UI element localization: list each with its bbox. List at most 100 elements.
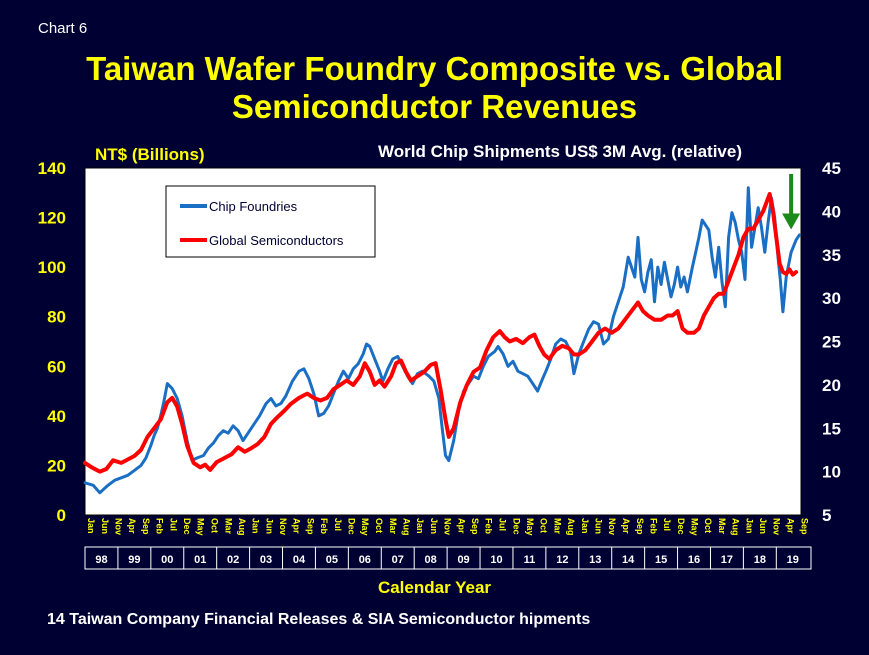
month-tick-label: Apr <box>456 518 466 534</box>
y-right-tick-label: 30 <box>822 289 841 308</box>
month-tick-label: Dec <box>182 518 192 535</box>
down-arrow-icon <box>782 213 801 230</box>
month-tick-label: Nov <box>772 518 782 535</box>
month-tick-label: Apr <box>292 518 302 534</box>
month-tick-label: Feb <box>484 518 494 535</box>
source-note: 14 Taiwan Company Financial Releases & S… <box>47 611 591 628</box>
month-tick-label: Oct <box>539 518 549 533</box>
legend-box <box>165 185 376 258</box>
month-tick-label: May <box>689 518 699 536</box>
year-tick-label: 12 <box>556 554 568 566</box>
month-tick-label: Jul <box>333 518 343 531</box>
year-tick-label: 10 <box>490 554 502 566</box>
month-tick-label: Jan <box>744 518 754 534</box>
year-tick-label: 05 <box>326 554 338 566</box>
year-tick-label: 02 <box>227 554 239 566</box>
year-tick-label: 08 <box>425 554 437 566</box>
month-strip <box>85 517 811 545</box>
year-tick-label: 19 <box>787 554 799 566</box>
chart-title: Taiwan Wafer Foundry Composite vs. Globa… <box>0 50 869 126</box>
series-line-chip-foundries <box>83 186 801 495</box>
y-left-tick-label: 0 <box>57 506 66 525</box>
y-right-tick-label: 25 <box>822 333 841 352</box>
month-tick-label: Feb <box>648 518 658 535</box>
month-tick-label: Nov <box>607 518 617 535</box>
y-left-tick-label: 20 <box>47 456 66 475</box>
y-right-tick-label: 35 <box>822 246 841 265</box>
month-tick-label: Apr <box>786 518 796 534</box>
month-tick-label: Dec <box>511 518 521 535</box>
y-left-tick-label: 120 <box>38 209 66 228</box>
month-tick-label: Oct <box>209 518 219 533</box>
month-tick-label: Feb <box>319 518 329 535</box>
year-tick-label: 17 <box>721 554 733 566</box>
year-tick-label: 06 <box>359 554 371 566</box>
month-tick-label: Jun <box>594 518 604 534</box>
chart-number-label: Chart 6 <box>38 20 88 37</box>
month-tick-label: Apr <box>127 518 137 534</box>
year-tick-label: 99 <box>128 554 140 566</box>
month-tick-label: Apr <box>621 518 631 534</box>
month-tick-label: Jan <box>86 518 96 534</box>
month-tick-label: May <box>196 518 206 536</box>
legend: Chip Foundries Global Semiconductors <box>165 185 376 258</box>
year-tick-label: 16 <box>688 554 700 566</box>
year-tick-label: 15 <box>655 554 667 566</box>
legend-label-chip-foundries: Chip Foundries <box>209 199 298 214</box>
month-tick-label: Sep <box>141 518 151 535</box>
year-tick-label: 18 <box>754 554 766 566</box>
month-tick-label: Jan <box>415 518 425 534</box>
month-tick-label: Aug <box>237 518 247 536</box>
year-tick-label: 98 <box>95 554 107 566</box>
y-right-tick-label: 10 <box>822 463 841 482</box>
y-right-tick-label: 45 <box>822 159 841 178</box>
year-tick-label: 13 <box>589 554 601 566</box>
month-tick-label: Nov <box>113 518 123 535</box>
month-tick-label: Jun <box>758 518 768 534</box>
y-left-tick-label: 80 <box>47 308 66 327</box>
month-tick-label: Sep <box>470 518 480 535</box>
left-axis-label: NT$ (Billions) <box>95 145 205 164</box>
year-tick-label: 00 <box>161 554 173 566</box>
year-tick-label: 14 <box>622 554 635 566</box>
month-tick-label: Jul <box>168 518 178 531</box>
month-tick-label: Aug <box>566 518 576 536</box>
right-axis-label: World Chip Shipments US$ 3M Avg. (relati… <box>378 142 742 161</box>
year-tick-label: 01 <box>194 554 206 566</box>
month-tick-label: Jun <box>429 518 439 534</box>
year-tick-label: 07 <box>392 554 404 566</box>
x-axis-title: Calendar Year <box>377 578 492 597</box>
y-left-tick-label: 100 <box>38 258 66 277</box>
month-tick-label: Feb <box>154 518 164 535</box>
month-tick-label: Jul <box>497 518 507 531</box>
chart-title-line-1: Taiwan Wafer Foundry Composite vs. Globa… <box>86 50 783 87</box>
month-tick-label: Mar <box>552 518 562 535</box>
y-right-tick-label: 40 <box>822 202 841 221</box>
y-left-tick-label: 60 <box>47 357 66 376</box>
year-tick-label: 11 <box>524 554 536 566</box>
month-tick-label: Mar <box>223 518 233 535</box>
month-tick-label: Nov <box>443 518 453 535</box>
month-tick-label: Sep <box>635 518 645 535</box>
month-tick-label: Jun <box>100 518 110 534</box>
month-tick-label: May <box>360 518 370 536</box>
month-tick-label: Oct <box>374 518 384 533</box>
year-tick-label: 04 <box>293 554 306 566</box>
y-left-tick-label: 140 <box>38 159 66 178</box>
series-line-global-semiconductors <box>83 192 799 474</box>
y-right-tick-label: 5 <box>822 506 831 525</box>
month-tick-label: Jan <box>580 518 590 534</box>
month-tick-label: Sep <box>799 518 809 535</box>
month-tick-label: Nov <box>278 518 288 535</box>
month-tick-label: Jun <box>264 518 274 534</box>
month-tick-label: May <box>525 518 535 536</box>
month-tick-label: Mar <box>388 518 398 535</box>
y-right-tick-label: 15 <box>822 419 841 438</box>
legend-label-global-semiconductors: Global Semiconductors <box>209 233 344 248</box>
year-tick-label: 03 <box>260 554 272 566</box>
month-tick-label: Jul <box>662 518 672 531</box>
month-tick-label: Sep <box>306 518 316 535</box>
month-tick-label: Aug <box>401 518 411 536</box>
year-tick-label: 09 <box>457 554 469 566</box>
